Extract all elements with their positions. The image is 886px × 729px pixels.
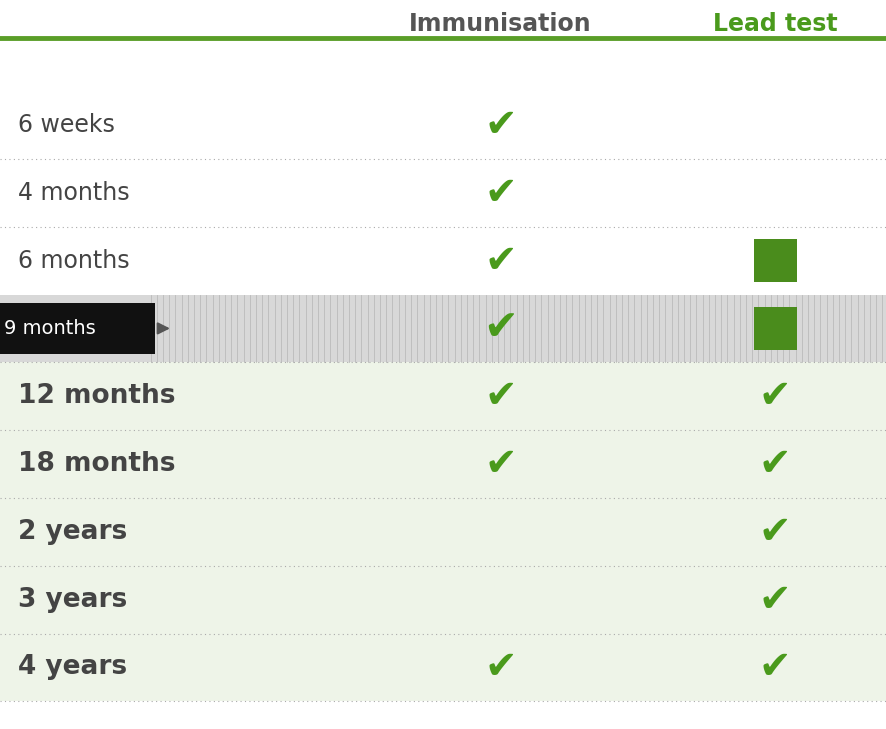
Bar [0, 430, 886, 498]
Text: ✔: ✔ [759, 580, 791, 619]
Text: ✔: ✔ [485, 648, 517, 687]
Text: ✔: ✔ [759, 512, 791, 551]
Bar [0, 634, 886, 701]
Text: ✔: ✔ [759, 648, 791, 687]
Text: ✔: ✔ [485, 106, 517, 144]
Text: 9 months: 9 months [4, 319, 97, 338]
Text: ✔: ✔ [485, 174, 517, 212]
Text: 18 months: 18 months [18, 451, 175, 477]
Bar [754, 307, 797, 350]
Text: 4 years: 4 years [18, 655, 127, 680]
Text: Immunisation: Immunisation [409, 12, 592, 36]
Bar [754, 239, 797, 282]
Text: ✔: ✔ [759, 377, 791, 416]
Text: 4 months: 4 months [18, 181, 129, 205]
Text: 12 months: 12 months [18, 383, 175, 409]
Text: 6 weeks: 6 weeks [18, 113, 114, 137]
Bar [0, 362, 886, 430]
Text: ✔: ✔ [759, 445, 791, 483]
Text: ✔: ✔ [485, 241, 517, 280]
Bar [0, 498, 886, 566]
Text: 2 years: 2 years [18, 519, 127, 545]
Text: 6 months: 6 months [18, 249, 129, 273]
Bar [0, 566, 886, 634]
Text: ✔: ✔ [485, 445, 517, 483]
Bar [0, 295, 886, 362]
Text: Lead test: Lead test [713, 12, 837, 36]
Text: ✔: ✔ [485, 377, 517, 416]
Text: 3 years: 3 years [18, 587, 127, 612]
Text: ✔: ✔ [483, 308, 518, 349]
Bar [0, 303, 155, 354]
